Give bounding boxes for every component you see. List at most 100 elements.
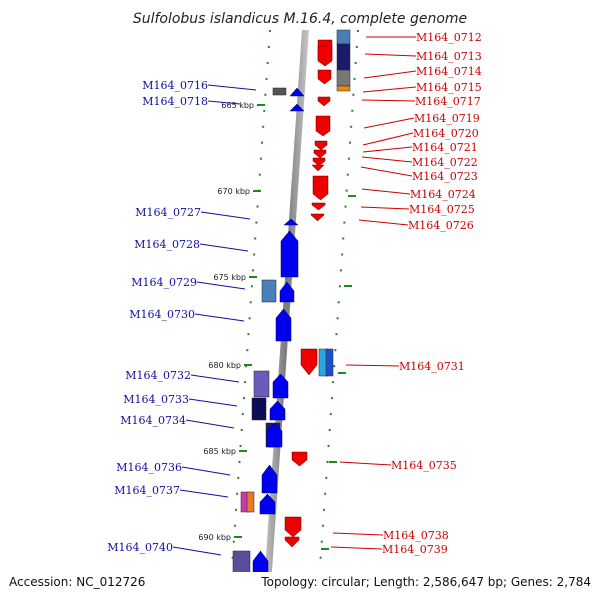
reverse-label-leader — [360, 206, 410, 210]
reverse-gene-arrow — [310, 213, 325, 222]
forward-label-leader — [199, 243, 249, 252]
topology-summary-text: Topology: circular; Length: 2,586,647 bp… — [260, 575, 591, 589]
forward-gene-label: M164_0718 — [142, 95, 208, 108]
reverse-label-leader — [339, 461, 392, 466]
protein-domain-box — [253, 370, 270, 398]
reverse-label-leader — [358, 219, 409, 226]
protein-domain-box — [261, 279, 277, 303]
reverse-label-leader — [362, 146, 413, 153]
forward-gene-label: M164_0733 — [123, 393, 189, 406]
forward-gene-arrow — [280, 230, 299, 278]
accession-text: Accession: NC_012726 — [9, 575, 145, 589]
reverse-label-leader — [363, 70, 417, 79]
reverse-gene-arrow — [311, 202, 326, 211]
forward-gene-label: M164_0727 — [135, 206, 201, 219]
protein-domain-box — [336, 69, 351, 87]
reverse-gene-arrow — [314, 140, 328, 151]
forward-label-leader — [207, 100, 241, 105]
reverse-gene-label: M164_0726 — [408, 219, 474, 232]
reverse-gene-label: M164_0713 — [416, 50, 482, 63]
forward-gene-arrow — [283, 218, 299, 226]
reverse-gene-arrow — [284, 516, 302, 538]
label-leader-lines — [172, 36, 417, 556]
reverse-label-leader — [361, 99, 416, 102]
forward-gene-arrow — [279, 281, 295, 303]
forward-gene-label: M164_0732 — [125, 369, 191, 382]
reverse-gene-arrow — [317, 96, 331, 107]
forward-gene-arrow — [289, 103, 305, 112]
forward-label-leader — [196, 281, 246, 290]
footer-background — [0, 572, 600, 600]
forward-label-leader — [188, 398, 238, 407]
reverse-gene-label: M164_0715 — [416, 81, 482, 94]
reverse-gene-arrow — [317, 45, 333, 67]
kbp-tick-label: 670 kbp — [217, 187, 250, 196]
forward-gene-label: M164_0736 — [116, 461, 182, 474]
reverse-label-leader — [362, 86, 417, 93]
reverse-label-leader — [362, 132, 414, 146]
protein-domain-box — [246, 491, 255, 513]
reverse-gene-arrow — [317, 69, 332, 85]
reverse-gene-labels: M164_0712M164_0713M164_0714M164_0715M164… — [382, 31, 482, 556]
forward-gene-label: M164_0729 — [131, 276, 197, 289]
forward-gene-label: M164_0740 — [107, 541, 173, 554]
map-title: Sulfolobus islandicus M.16.4, complete g… — [133, 11, 467, 27]
protein-domain-box — [336, 43, 351, 71]
forward-gene-label: M164_0728 — [134, 238, 200, 251]
reverse-label-leader — [364, 53, 417, 57]
reverse-label-leader — [363, 117, 415, 129]
forward-label-leader — [200, 211, 251, 220]
forward-gene-label: M164_0737 — [114, 484, 180, 497]
protein-domain-box — [272, 87, 287, 96]
reverse-label-leader — [345, 364, 400, 367]
reverse-gene-label: M164_0738 — [383, 529, 449, 542]
forward-gene-arrow — [261, 464, 278, 494]
kbp-tick-label: 665 kbp — [221, 101, 254, 110]
forward-gene-arrow — [272, 373, 289, 399]
forward-gene-arrow — [269, 400, 286, 421]
forward-label-leader — [207, 84, 257, 91]
reverse-gene-arrow — [312, 175, 329, 201]
protein-domain-box — [251, 397, 267, 421]
reverse-gene-label: M164_0725 — [409, 203, 475, 216]
forward-label-leader — [181, 466, 231, 476]
forward-label-leader — [190, 374, 240, 383]
reverse-gene-label: M164_0722 — [412, 156, 478, 169]
reverse-gene-arrow — [312, 157, 326, 167]
reverse-gene-label: M164_0712 — [416, 31, 482, 44]
reverse-gene-label: M164_0717 — [415, 95, 481, 108]
reverse-label-leader — [360, 166, 413, 177]
reverse-gene-label: M164_0731 — [399, 360, 465, 373]
reverse-gene-label: M164_0739 — [382, 543, 448, 556]
gene-features — [232, 29, 351, 600]
forward-gene-label: M164_0734 — [120, 414, 186, 427]
kbp-tick-label: 680 kbp — [208, 361, 241, 370]
forward-label-leader — [185, 419, 235, 429]
reverse-gene-label: M164_0714 — [416, 65, 482, 78]
forward-label-leader — [179, 489, 229, 498]
protein-domain-box — [325, 348, 334, 377]
forward-gene-arrow — [289, 87, 305, 97]
reverse-label-leader — [361, 156, 413, 163]
reverse-gene-arrow — [284, 536, 300, 548]
reverse-gene-label: M164_0723 — [412, 170, 478, 183]
reverse-gene-arrow — [315, 115, 331, 137]
reverse-label-leader — [361, 188, 411, 195]
forward-label-leader — [194, 313, 245, 322]
forward-gene-arrow — [266, 422, 283, 448]
protein-domain-box — [336, 85, 351, 92]
forward-gene-label: M164_0716 — [142, 79, 208, 92]
reverse-gene-label: M164_0720 — [413, 127, 479, 140]
reverse-gene-label: M164_0719 — [414, 112, 480, 125]
reverse-gene-arrow — [311, 164, 325, 172]
reverse-gene-arrow — [300, 348, 318, 376]
forward-label-leader — [172, 546, 222, 556]
reverse-gene-arrow — [291, 451, 308, 467]
protein-domain-box — [336, 29, 351, 45]
kbp-tick-label: 675 kbp — [213, 273, 246, 282]
reverse-gene-arrow — [313, 149, 327, 159]
reverse-gene-label: M164_0735 — [391, 459, 457, 472]
forward-gene-arrow — [275, 308, 292, 342]
reverse-label-leader — [332, 532, 384, 536]
